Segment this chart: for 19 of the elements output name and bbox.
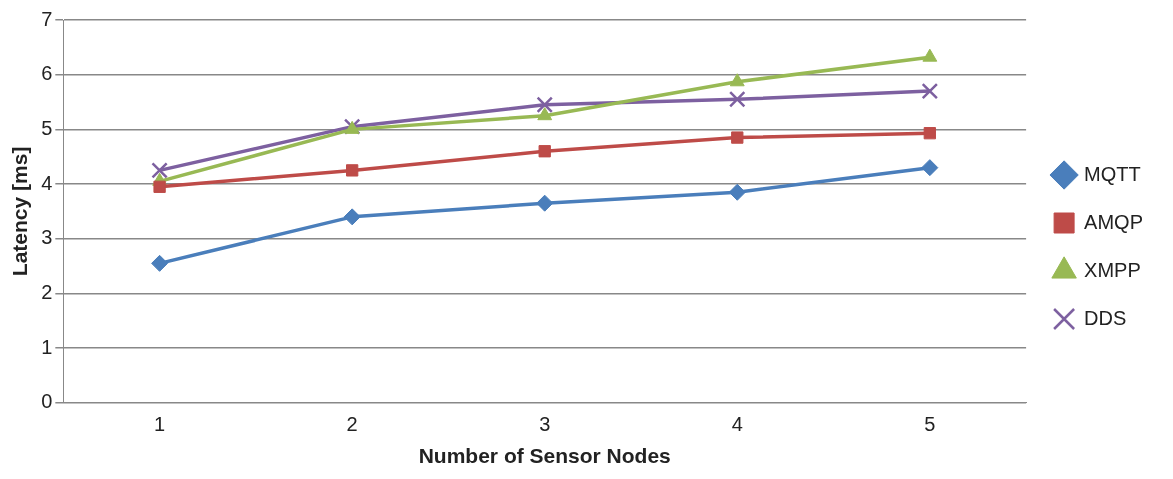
y-tick-label: 7 — [41, 7, 53, 30]
y-tick-label: 4 — [41, 171, 53, 194]
x-tick-label: 4 — [731, 413, 743, 436]
x-tick-label: 3 — [539, 413, 551, 436]
y-tick-label: 1 — [41, 335, 53, 358]
legend-label: DDS — [1084, 306, 1127, 329]
y-tick-label: 2 — [41, 280, 53, 303]
y-tick-label: 3 — [41, 226, 53, 249]
x-tick-label: 2 — [346, 413, 358, 436]
legend-label: XMPP — [1084, 258, 1141, 281]
y-tick-label: 5 — [41, 116, 53, 139]
y-axis-title: Latency [ms] — [8, 146, 32, 277]
x-tick-label: 1 — [154, 413, 166, 436]
y-tick-label: 6 — [41, 62, 53, 85]
legend-label: MQTT — [1084, 162, 1141, 185]
x-tick-label: 5 — [924, 413, 936, 436]
y-tick-label: 0 — [41, 390, 53, 413]
legend-label: AMQP — [1084, 210, 1144, 233]
x-axis-title: Number of Sensor Nodes — [418, 444, 671, 468]
